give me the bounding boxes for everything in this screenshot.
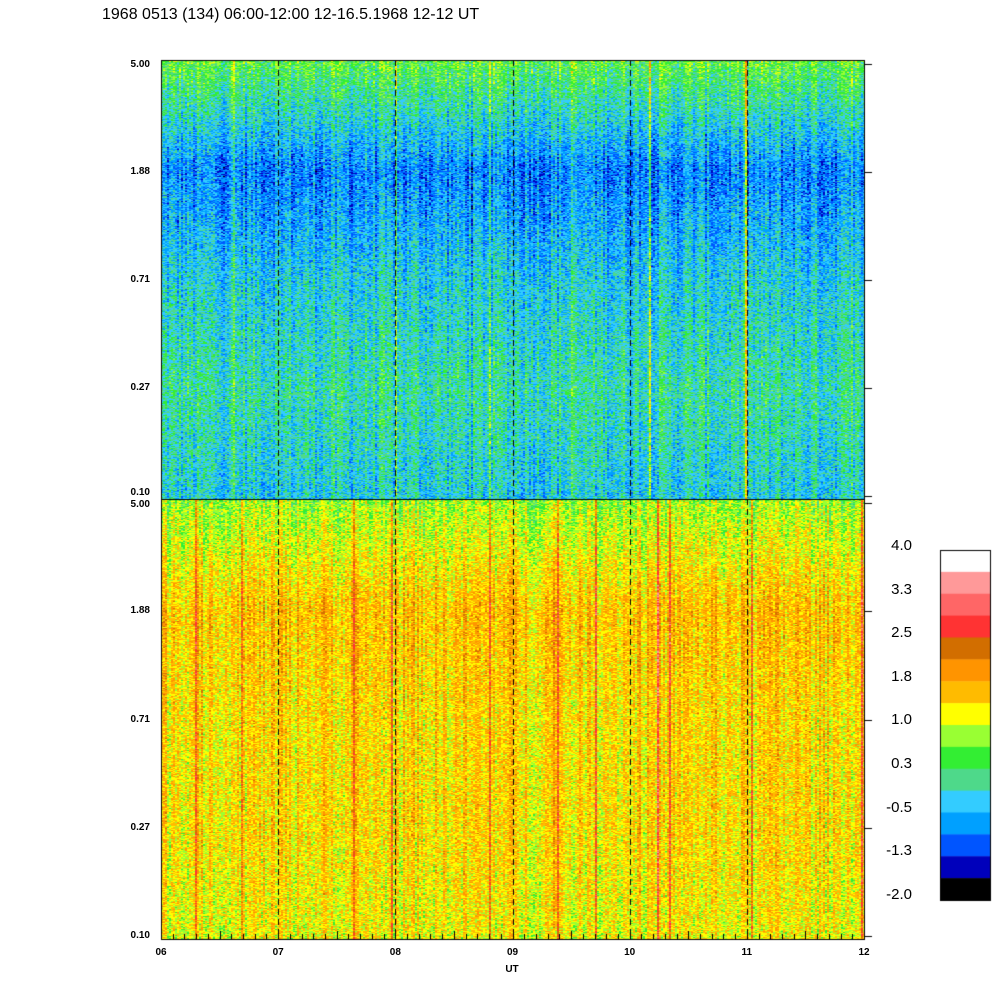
colorbar-label: -2.0	[886, 885, 912, 903]
x-tick-label: 12	[858, 947, 870, 958]
y-tick-label: 0.71	[130, 274, 150, 285]
y-tick-label: 0.27	[130, 382, 150, 393]
x-tick-label: 11	[741, 947, 753, 958]
colorbar-label: -1.3	[886, 842, 912, 860]
y-tick-label: 0.71	[130, 713, 150, 725]
chart-title: 1968 0513 (134) 06:00-12:00 12-16.5.1968…	[102, 5, 480, 25]
colorbar-label: 0.3	[891, 755, 912, 772]
y-tick-label: 5.00	[130, 59, 150, 70]
x-tick-label: 07	[272, 947, 284, 958]
colorbar-label: 4.0	[891, 537, 912, 554]
colorbar-label: 2.5	[891, 624, 912, 642]
colorbar-label: 1.0	[891, 711, 912, 729]
y-tick-label: 0.10	[130, 487, 150, 498]
y-tick-label: 5.00	[130, 499, 150, 510]
x-tick-label: 09	[506, 947, 519, 958]
colorbar-label: -0.5	[886, 798, 912, 816]
x-axis-label: UT	[505, 964, 519, 975]
y-tick-label: 0.10	[130, 930, 150, 941]
colorbar-label: 1.8	[891, 667, 912, 685]
x-tick-label: 10	[624, 947, 636, 958]
y-tick-label: 1.88	[130, 166, 150, 177]
x-tick-label: 06	[155, 947, 167, 958]
y-tick-label: 0.27	[130, 821, 150, 833]
x-tick-label: 08	[389, 947, 401, 958]
y-tick-label: 1.88	[130, 605, 150, 617]
colorbar-label: 3.3	[891, 580, 912, 598]
